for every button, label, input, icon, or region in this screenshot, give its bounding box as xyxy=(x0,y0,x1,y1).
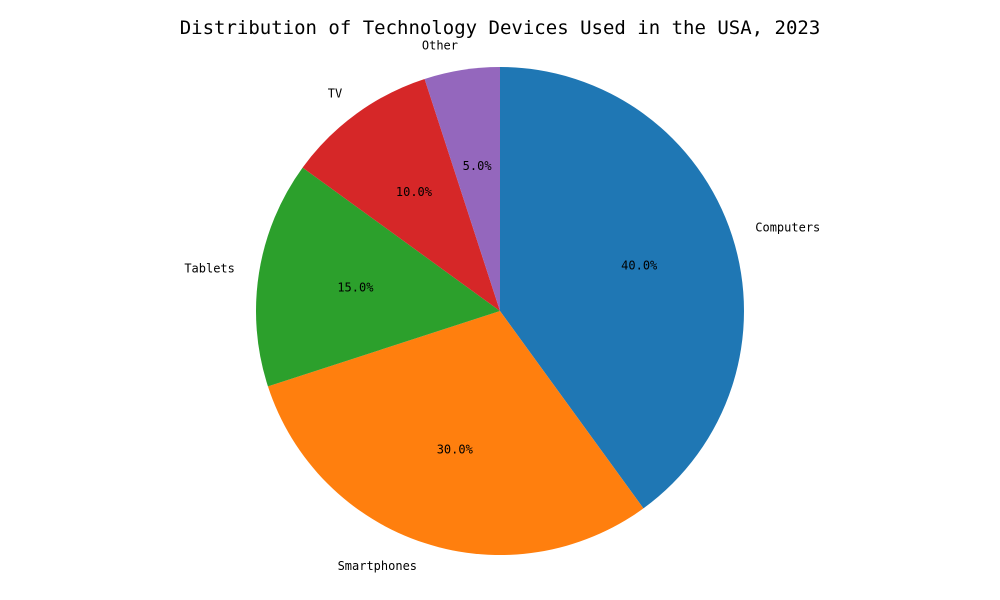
pct-label-smartphones: 30.0% xyxy=(437,443,474,457)
slice-labels: Computers Smartphones Tablets TV Other xyxy=(184,38,820,572)
pct-label-tablets: 15.0% xyxy=(337,281,374,295)
pct-label-other: 5.0% xyxy=(463,159,493,173)
pct-label-tv: 10.0% xyxy=(396,185,433,199)
slice-other xyxy=(424,67,500,311)
slice-tv xyxy=(302,78,500,311)
slice-label-other: Other xyxy=(422,38,458,52)
slice-label-computers: Computers xyxy=(755,221,820,235)
pie-slices xyxy=(255,67,745,556)
percentage-labels: 40.0% 30.0% 15.0% 10.0% 5.0% xyxy=(337,159,658,457)
slice-tablets xyxy=(255,167,500,387)
slice-label-smartphones: Smartphones xyxy=(338,559,417,573)
slice-label-tablets: Tablets xyxy=(184,262,235,276)
slice-smartphones xyxy=(267,311,644,556)
slice-label-tv: TV xyxy=(328,86,342,100)
pct-label-computers: 40.0% xyxy=(621,258,658,272)
slice-computers xyxy=(500,67,745,509)
chart-title: Distribution of Technology Devices Used … xyxy=(180,17,821,39)
